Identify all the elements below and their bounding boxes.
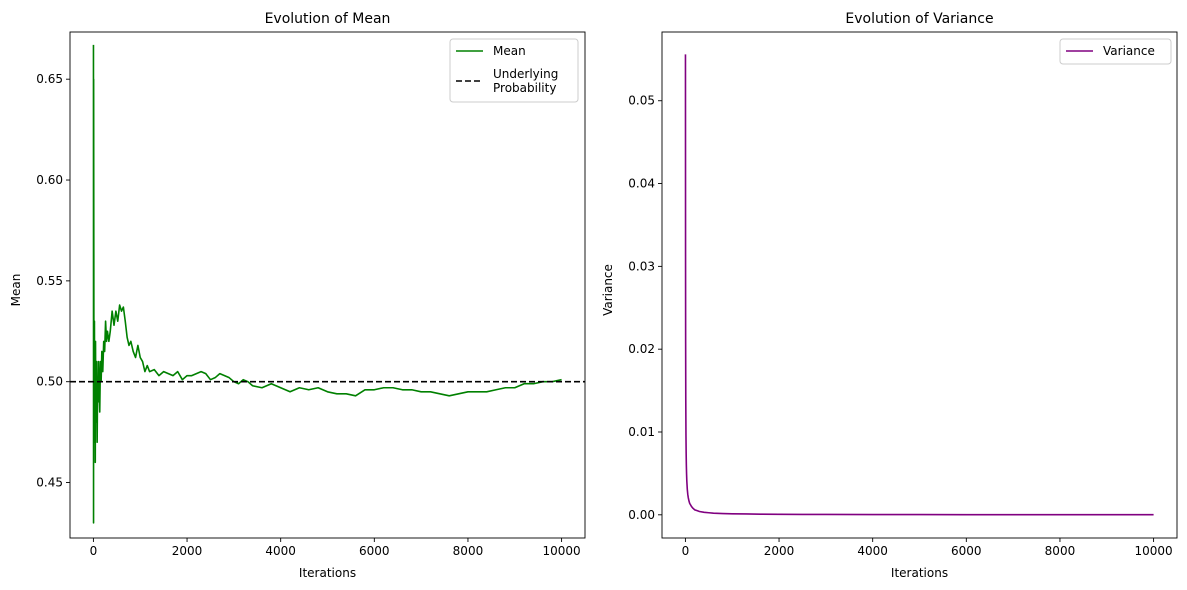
- variance-chart-ylabel: Variance: [601, 264, 615, 316]
- x-tick-label: 4000: [265, 544, 296, 558]
- y-tick-label: 0.02: [628, 342, 655, 356]
- x-tick-label: 2000: [764, 544, 795, 558]
- variance-chart-title: Evolution of Variance: [845, 11, 993, 27]
- legend: Variance: [1059, 38, 1172, 65]
- series-line-variance: [684, 54, 1154, 516]
- y-tick-label: 0.50: [36, 375, 63, 389]
- x-tick-label: 2000: [172, 544, 203, 558]
- y-tick-label: 0.01: [628, 425, 655, 439]
- y-tick-label: 0.00: [628, 508, 655, 522]
- variance-chart-xlabel: Iterations: [891, 566, 948, 580]
- legend-box: [1059, 38, 1172, 65]
- legend-label: Probability: [493, 81, 556, 95]
- x-tick-label: 6000: [359, 544, 390, 558]
- mean-chart-xlabel: Iterations: [299, 566, 356, 580]
- y-tick-label: 0.05: [628, 94, 655, 108]
- y-tick-label: 0.04: [628, 177, 655, 191]
- y-tick-label: 0.55: [36, 274, 63, 288]
- plot-frame: [661, 31, 1178, 539]
- mean-chart-panel: Evolution of Mean Iterations Mean 0 2000 4…: [9, 11, 586, 580]
- series-line-mean: [92, 44, 562, 524]
- legend-box: [449, 38, 579, 103]
- y-tick-label: 0.03: [628, 259, 655, 273]
- variance-chart-panel: Evolution of Variance Iterations Varianc…: [601, 11, 1178, 580]
- legend-label: Underlying: [493, 67, 558, 81]
- x-tick-label: 0: [90, 544, 98, 558]
- y-tick-label: 0.65: [36, 72, 63, 86]
- x-tick-label: 10000: [1134, 544, 1172, 558]
- plot-frame: [69, 31, 586, 539]
- x-tick-label: 4000: [857, 544, 888, 558]
- x-tick-label: 0: [682, 544, 690, 558]
- x-tick-label: 8000: [453, 544, 484, 558]
- y-tick-label: 0.45: [36, 476, 63, 490]
- legend-label: Mean: [493, 44, 526, 58]
- mean-chart-ylabel: Mean: [9, 274, 23, 307]
- x-tick-label: 10000: [542, 544, 580, 558]
- x-tick-label: 6000: [951, 544, 982, 558]
- y-tick-label: 0.60: [36, 173, 63, 187]
- legend-label: Variance: [1103, 44, 1155, 58]
- x-tick-label: 8000: [1045, 544, 1076, 558]
- mean-chart-title: Evolution of Mean: [265, 11, 391, 27]
